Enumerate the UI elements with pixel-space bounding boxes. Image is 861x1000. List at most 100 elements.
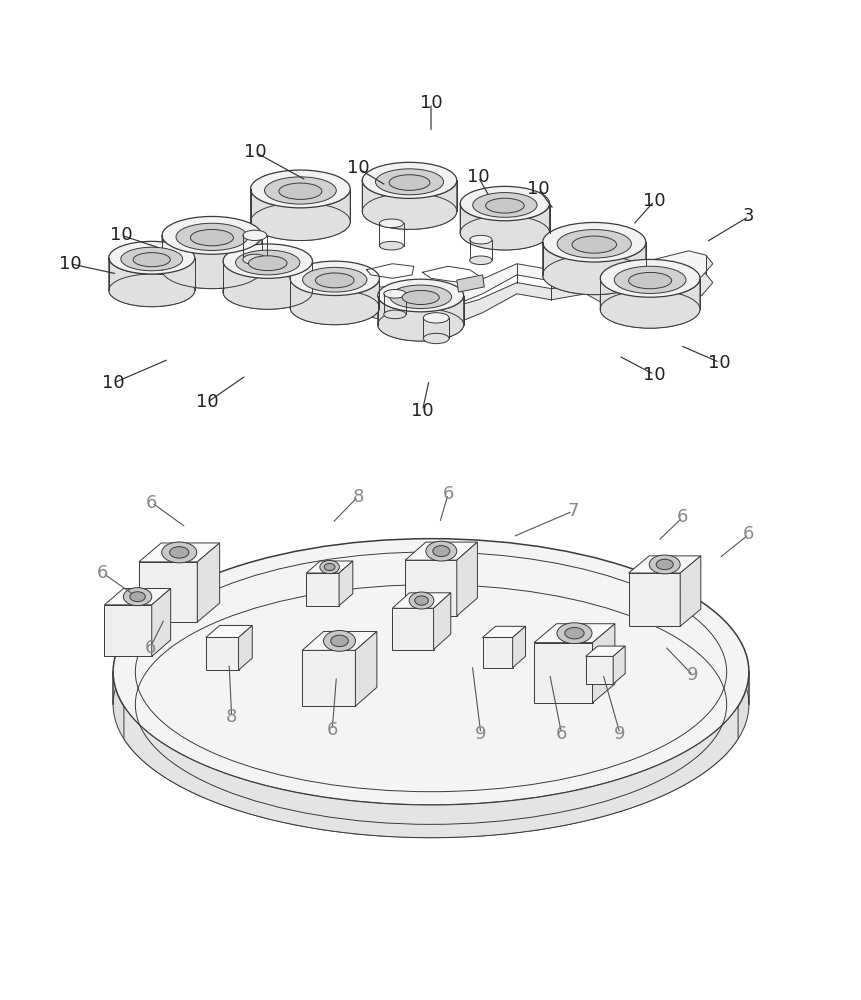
Ellipse shape [290,261,379,296]
Ellipse shape [362,193,456,229]
Polygon shape [585,656,612,684]
Ellipse shape [279,183,321,199]
Polygon shape [206,625,252,637]
Text: 10: 10 [102,374,124,392]
Text: 6: 6 [742,525,753,543]
Text: 6: 6 [97,564,108,582]
Polygon shape [482,637,512,668]
Ellipse shape [248,256,287,271]
Ellipse shape [223,275,312,309]
Ellipse shape [614,266,685,293]
Ellipse shape [108,241,195,274]
Ellipse shape [409,592,433,609]
Polygon shape [162,235,262,289]
Polygon shape [512,626,525,668]
Ellipse shape [460,216,549,250]
Text: 10: 10 [110,226,133,244]
Ellipse shape [170,547,189,558]
Text: 9: 9 [614,725,625,743]
Ellipse shape [113,539,748,805]
Ellipse shape [599,259,699,297]
Polygon shape [152,588,170,656]
Ellipse shape [460,186,549,221]
Text: 9: 9 [686,666,698,684]
Ellipse shape [121,247,183,271]
Polygon shape [223,261,312,309]
Ellipse shape [379,241,403,250]
Text: 10: 10 [244,143,266,161]
Ellipse shape [108,274,195,307]
Ellipse shape [362,162,456,198]
Polygon shape [405,542,477,560]
Ellipse shape [162,216,262,254]
Ellipse shape [243,254,267,265]
Polygon shape [534,643,592,703]
Text: 10: 10 [708,354,730,372]
Polygon shape [104,588,170,605]
Ellipse shape [469,256,492,265]
Ellipse shape [302,267,367,292]
Text: 9: 9 [474,725,486,743]
Text: 6: 6 [326,721,338,739]
Ellipse shape [377,308,463,341]
Ellipse shape [235,250,300,275]
Polygon shape [108,258,195,307]
Polygon shape [355,631,376,706]
Ellipse shape [162,251,262,289]
Polygon shape [612,646,624,684]
Text: 10: 10 [642,366,665,384]
Text: 8: 8 [352,488,363,506]
Ellipse shape [485,198,523,213]
Ellipse shape [113,571,748,838]
Polygon shape [113,242,712,309]
Ellipse shape [315,273,354,288]
Polygon shape [482,626,525,637]
Polygon shape [197,543,220,622]
Ellipse shape [190,229,233,246]
Polygon shape [306,561,352,573]
Text: 10: 10 [467,168,489,186]
Ellipse shape [414,596,428,605]
Ellipse shape [251,170,350,208]
Ellipse shape [423,333,449,344]
Ellipse shape [402,290,439,305]
Ellipse shape [176,223,247,250]
Ellipse shape [423,313,449,323]
Polygon shape [392,608,433,650]
Ellipse shape [383,289,406,298]
Polygon shape [628,556,700,573]
Text: 10: 10 [642,192,665,210]
Polygon shape [206,637,238,670]
Polygon shape [301,631,376,650]
Polygon shape [139,562,197,622]
Polygon shape [290,278,379,325]
Ellipse shape [383,310,406,319]
Ellipse shape [388,175,430,190]
Polygon shape [338,561,352,606]
Ellipse shape [223,244,312,278]
Ellipse shape [542,222,645,262]
Ellipse shape [389,285,451,309]
Text: 8: 8 [226,708,237,726]
Ellipse shape [655,559,672,570]
Ellipse shape [425,541,456,561]
Text: 7: 7 [567,502,578,520]
Polygon shape [534,624,614,643]
Text: 10: 10 [526,180,549,198]
Polygon shape [405,560,456,616]
Text: 10: 10 [59,255,81,273]
Ellipse shape [290,290,379,325]
Ellipse shape [324,563,335,571]
Text: 6: 6 [144,639,156,657]
Ellipse shape [628,272,671,289]
Polygon shape [599,278,699,328]
Polygon shape [139,543,220,562]
Polygon shape [585,646,624,656]
Polygon shape [301,650,355,706]
Polygon shape [104,605,152,656]
Ellipse shape [331,635,348,647]
Ellipse shape [319,560,339,574]
Ellipse shape [133,253,170,267]
Ellipse shape [564,627,584,639]
Polygon shape [124,706,737,838]
